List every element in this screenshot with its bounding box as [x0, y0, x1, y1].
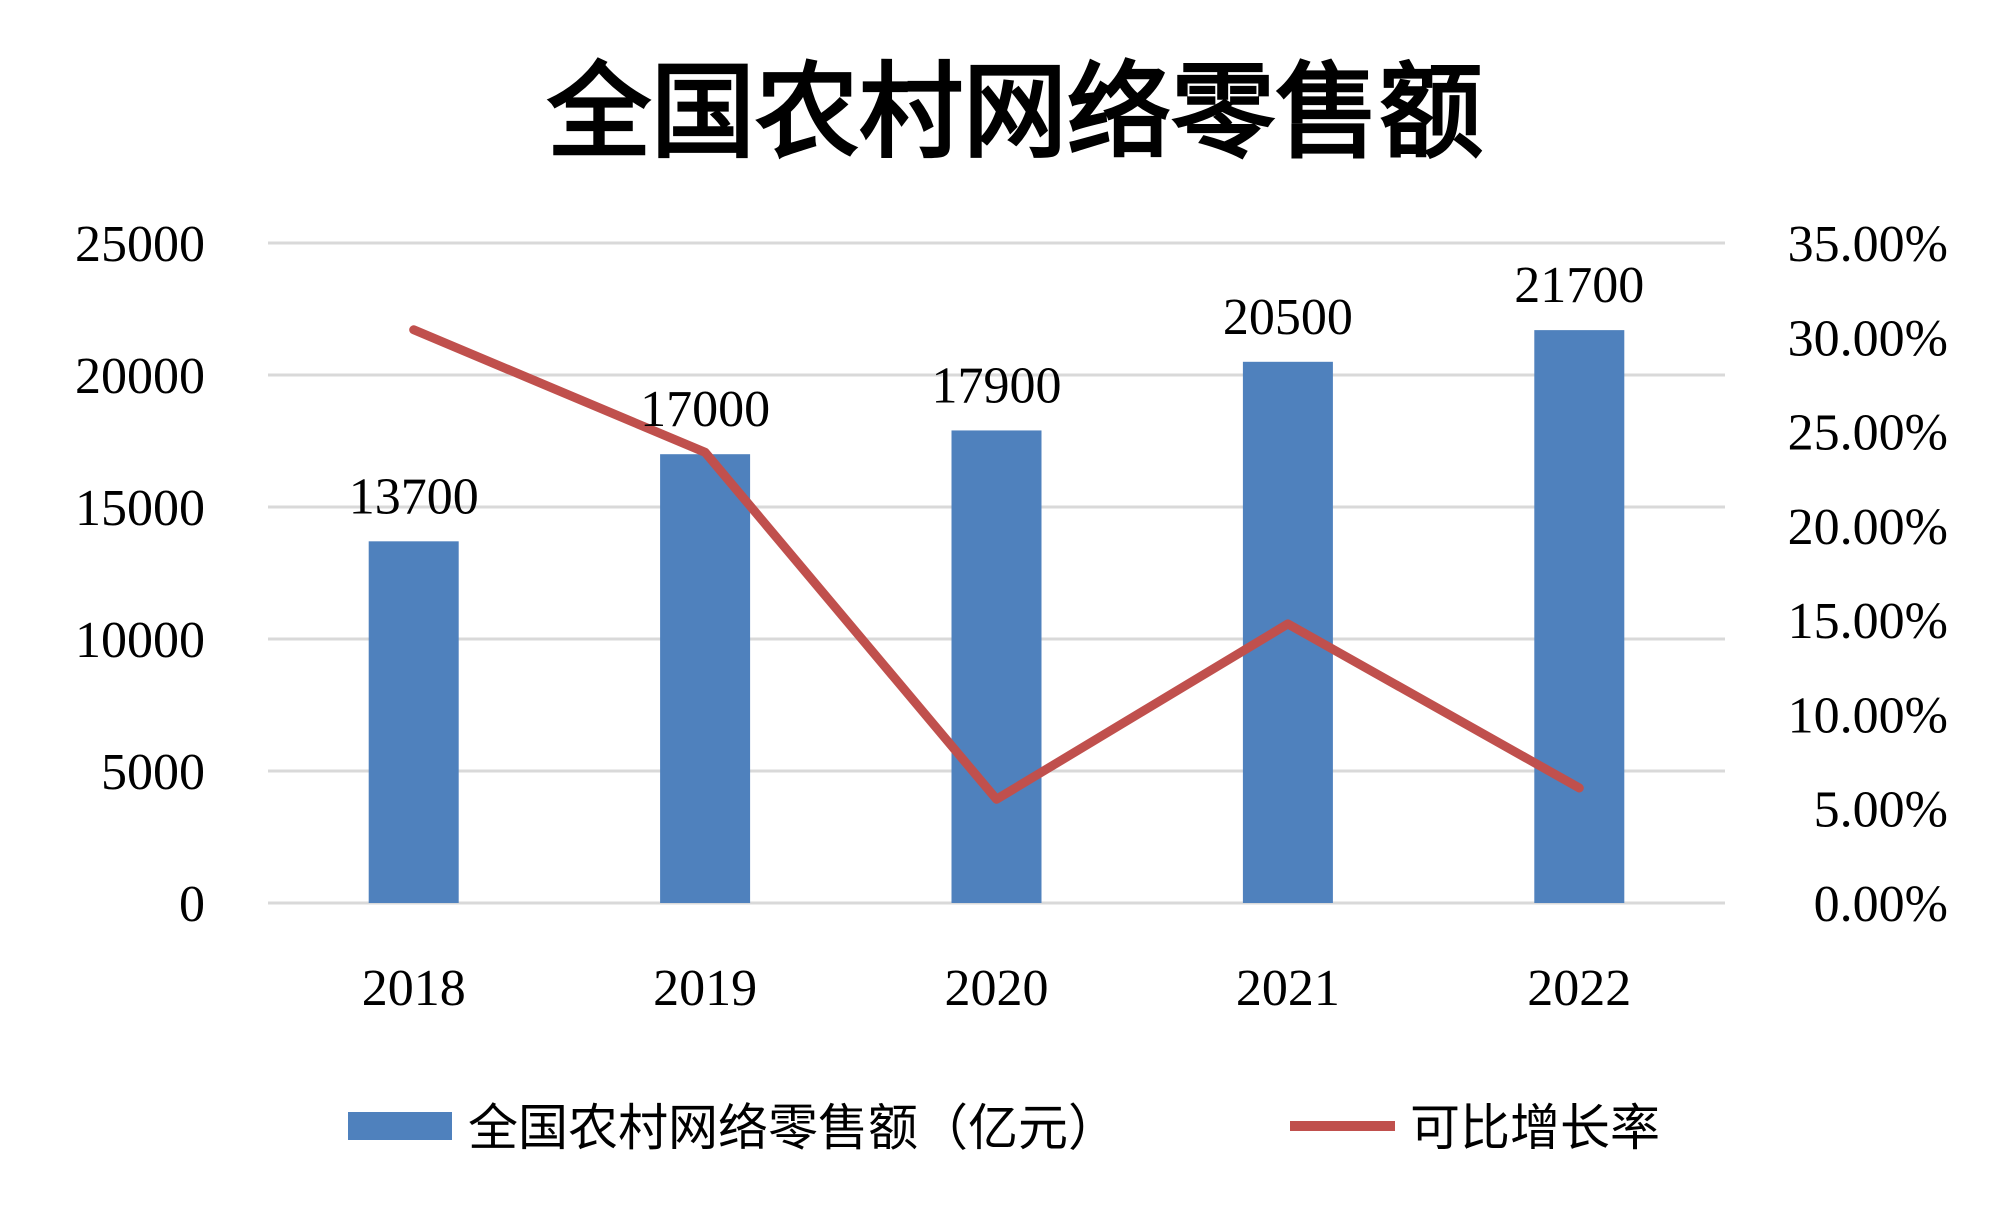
left-tick-label: 5000 — [101, 744, 205, 801]
right-axis-ticks: 0.00% 5.00% 10.00% 15.00% 20.00% 25.00% 30.00%… — [1788, 216, 1948, 933]
x-tick-label: 2019 — [653, 960, 757, 1017]
legend: 全国农村网络零售额（亿元） 可比增长率 — [348, 1099, 1660, 1157]
line-point — [1578, 786, 1581, 789]
line-point — [412, 328, 415, 331]
bar-value-label: 17900 — [932, 357, 1062, 414]
right-tick-label: 10.00% — [1788, 687, 1948, 744]
right-tick-label: 35.00% — [1788, 216, 1948, 273]
left-axis-ticks: 0 5000 10000 15000 20000 25000 — [75, 216, 205, 933]
right-tick-label: 20.00% — [1788, 499, 1948, 556]
x-tick-label: 2018 — [362, 960, 466, 1017]
left-tick-label: 20000 — [75, 348, 205, 405]
x-tick-label: 2022 — [1527, 960, 1631, 1017]
bar — [660, 454, 751, 903]
bar-series — [368, 330, 1625, 903]
right-tick-label: 5.00% — [1814, 782, 1948, 839]
line-point — [995, 798, 998, 801]
bar-value-label: 20500 — [1223, 289, 1353, 346]
legend-bar-label: 全国农村网络零售额（亿元） — [468, 1099, 1118, 1157]
left-tick-label: 15000 — [75, 480, 205, 537]
bar — [951, 430, 1042, 903]
line-point — [704, 451, 707, 454]
left-tick-label: 0 — [179, 876, 205, 933]
right-tick-label: 30.00% — [1788, 310, 1948, 367]
x-axis-ticks: 2018 2019 2020 2021 2022 — [362, 960, 1632, 1017]
bar-data-labels: 13700 17000 17900 20500 21700 — [349, 257, 1645, 525]
bar-value-label: 21700 — [1514, 257, 1644, 314]
bar — [1242, 361, 1333, 903]
left-tick-label: 25000 — [75, 216, 205, 273]
right-tick-label: 0.00% — [1814, 876, 1948, 933]
legend-line-label: 可比增长率 — [1410, 1099, 1660, 1157]
legend-bar-swatch — [348, 1112, 452, 1140]
bar — [368, 541, 459, 903]
bar-value-label: 17000 — [640, 381, 770, 438]
right-tick-label: 25.00% — [1788, 405, 1948, 462]
line-point — [1286, 622, 1289, 625]
left-tick-label: 10000 — [75, 612, 205, 669]
line-series — [409, 325, 1584, 804]
chart-title: 全国农村网络零售额 — [546, 51, 1483, 173]
bar-value-label: 13700 — [349, 468, 479, 525]
x-tick-label: 2021 — [1236, 960, 1340, 1017]
bar — [1534, 330, 1625, 903]
right-tick-label: 15.00% — [1788, 593, 1948, 650]
x-tick-label: 2020 — [945, 960, 1049, 1017]
